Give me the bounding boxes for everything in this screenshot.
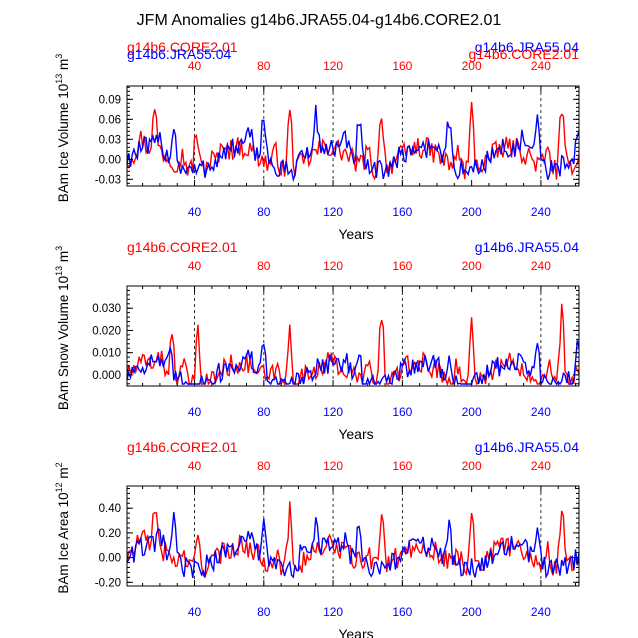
x-tick-label-bottom: 160 — [392, 205, 412, 219]
y-tick-label: 0.40 — [99, 503, 121, 515]
x-tick-label-bottom: 120 — [323, 205, 343, 219]
legend-core: g14b6.CORE2.01 — [127, 439, 238, 455]
x-tick-label-bottom: 200 — [462, 405, 482, 419]
x-tick-label-top: 240 — [531, 459, 551, 473]
x-tick-label-bottom: 80 — [257, 405, 271, 419]
x-tick-label-bottom: 240 — [531, 205, 551, 219]
y-axis-label: BAm Snow Volume 1013 m3 — [54, 246, 71, 410]
x-tick-label-top: 80 — [257, 259, 271, 273]
x-tick-label-top: 120 — [323, 459, 343, 473]
series-line-jra — [126, 104, 580, 183]
x-tick-label-top: 80 — [257, 459, 271, 473]
x-tick-label-bottom: 120 — [323, 405, 343, 419]
legend-core: g14b6.CORE2.01 — [127, 39, 238, 55]
y-tick-label: 0.020 — [92, 325, 121, 337]
x-tick-label-bottom: 200 — [462, 605, 482, 619]
x-axis-label: Years — [338, 426, 373, 442]
y-axis-label: BAm Ice Area 1012 m2 — [54, 462, 71, 593]
y-tick-label: 0.00 — [99, 553, 121, 565]
x-tick-label-top: 160 — [392, 459, 412, 473]
panel-3: 40 40 80 80 120 120 160 160 200 200 240 240 -0.20 0.0… — [54, 439, 580, 638]
series-line-core — [126, 303, 580, 387]
y-tick-label: 0.06 — [99, 114, 121, 126]
y-axis-label: BAm Ice Volume 1013 m3 — [54, 54, 71, 203]
figure-title: JFM Anomalies g14b6.JRA55.04-g14b6.CORE2… — [137, 12, 502, 29]
plot-frame — [126, 285, 580, 387]
x-tick-label-top: 200 — [462, 259, 482, 273]
x-tick-label-bottom: 80 — [257, 205, 271, 219]
x-tick-label-top: 120 — [323, 59, 343, 73]
y-tick-label: 0.000 — [92, 370, 121, 382]
legend-jra: g14b6.JRA55.04 — [475, 239, 580, 255]
x-axis-label: Years — [338, 626, 373, 638]
x-tick-label-top: 40 — [188, 259, 202, 273]
x-tick-label-bottom: 160 — [392, 605, 412, 619]
legend-overlap-right: g14b6.CORE2.01 — [468, 46, 579, 62]
x-tick-label-top: 40 — [188, 459, 202, 473]
x-tick-label-top: 120 — [323, 259, 343, 273]
x-tick-label-top: 160 — [392, 259, 412, 273]
x-tick-label-bottom: 40 — [188, 205, 202, 219]
x-tick-label-bottom: 240 — [531, 405, 551, 419]
y-tick-label: 0.03 — [99, 134, 121, 146]
x-tick-label-top: 160 — [392, 59, 412, 73]
x-tick-label-bottom: 200 — [462, 205, 482, 219]
panel-2: 40 40 80 80 120 120 160 160 200 200 240 240 0.000 0.0… — [54, 239, 580, 442]
x-tick-label-top: 200 — [462, 59, 482, 73]
y-tick-label: 0.00 — [99, 154, 121, 166]
y-tick-label: 0.09 — [99, 94, 121, 106]
plot-frame — [126, 485, 580, 587]
x-tick-label-bottom: 120 — [323, 605, 343, 619]
y-tick-label: -0.20 — [95, 577, 121, 589]
x-tick-label-top: 80 — [257, 59, 271, 73]
y-tick-label: 0.20 — [99, 528, 121, 540]
x-tick-label-top: 240 — [531, 59, 551, 73]
y-tick-label: 0.030 — [92, 303, 121, 315]
x-tick-label-top: 240 — [531, 259, 551, 273]
series-line-jra — [126, 511, 580, 580]
legend-overlap-left: g14b6.JRA55.04 — [127, 46, 232, 62]
x-tick-label-bottom: 40 — [188, 405, 202, 419]
x-tick-label-top: 200 — [462, 459, 482, 473]
y-tick-label: 0.010 — [92, 348, 121, 360]
x-tick-label-bottom: 40 — [188, 605, 202, 619]
plot-frame — [126, 85, 580, 187]
legend-jra: g14b6.JRA55.04 — [475, 439, 580, 455]
x-axis-label: Years — [338, 226, 373, 242]
x-tick-label-bottom: 80 — [257, 605, 271, 619]
x-tick-label-bottom: 240 — [531, 605, 551, 619]
series-line-jra — [126, 340, 580, 387]
panel-1: 40 40 80 80 120 120 160 160 200 200 240 240 -0.03 0.0… — [54, 39, 580, 242]
y-tick-label: -0.03 — [95, 174, 121, 186]
x-tick-label-bottom: 160 — [392, 405, 412, 419]
legend-jra: g14b6.JRA55.04 — [475, 39, 580, 55]
legend-core: g14b6.CORE2.01 — [127, 239, 238, 255]
x-tick-label-top: 40 — [188, 59, 202, 73]
